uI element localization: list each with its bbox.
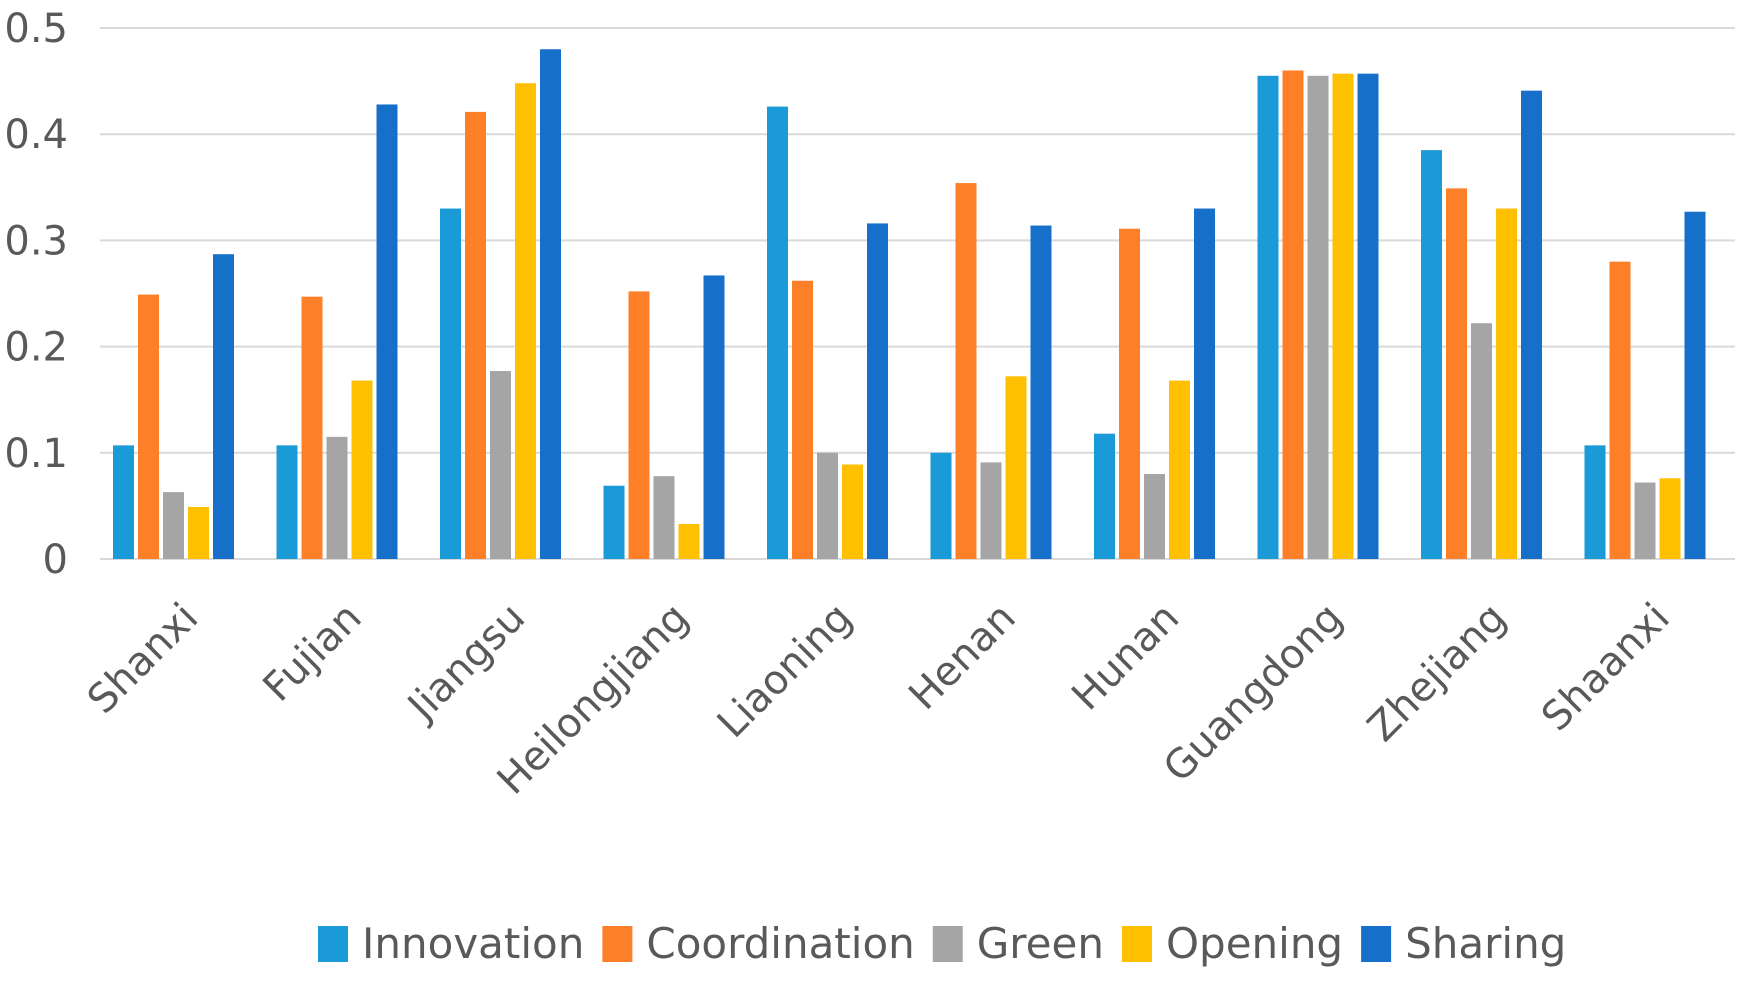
legend-label: Coordination xyxy=(646,919,914,968)
bar-green-shanxi xyxy=(163,492,184,559)
bar-coordination-shanxi xyxy=(138,294,159,559)
legend-item-sharing: Sharing xyxy=(1361,919,1566,968)
bar-coordination-henan xyxy=(955,183,977,559)
legend-item-innovation: Innovation xyxy=(318,919,584,968)
bar-opening-zhejiang xyxy=(1496,208,1517,560)
legend-swatch xyxy=(318,926,348,962)
bar-coordination-heilongjiang xyxy=(628,291,650,559)
bar-sharing-liaoning xyxy=(867,223,888,559)
bar-innovation-shaanxi xyxy=(1584,445,1606,559)
bar-innovation-jiangsu xyxy=(440,208,461,560)
bars xyxy=(113,49,1706,560)
category-label-jiangsu: Jiangsu xyxy=(397,595,534,732)
category-label-hunan: Hunan xyxy=(1063,595,1188,720)
category-label-henan: Henan xyxy=(900,595,1024,719)
legend-label: Green xyxy=(977,919,1104,968)
category-label-liaoning: Liaoning xyxy=(709,595,861,747)
bar-opening-heilongjiang xyxy=(678,523,700,559)
y-tick-label: 0 xyxy=(43,537,68,583)
bar-innovation-liaoning xyxy=(767,106,788,559)
bar-sharing-shaanxi xyxy=(1684,211,1706,559)
bar-green-liaoning xyxy=(817,452,838,559)
bar-green-hunan xyxy=(1144,474,1165,559)
category-label-fujian: Fujian xyxy=(255,595,371,711)
bar-green-shaanxi xyxy=(1634,482,1656,559)
bar-opening-hunan xyxy=(1169,380,1190,559)
bar-innovation-shanxi xyxy=(113,445,134,559)
bar-sharing-hunan xyxy=(1194,208,1215,560)
bar-coordination-liaoning xyxy=(792,280,813,559)
bar-innovation-henan xyxy=(930,452,952,559)
legend-item-opening: Opening xyxy=(1121,919,1343,968)
bar-coordination-guangdong xyxy=(1282,70,1304,559)
legend-swatch xyxy=(932,926,963,962)
bar-opening-shanxi xyxy=(188,506,209,559)
bar-sharing-shanxi xyxy=(213,254,234,559)
bar-innovation-guangdong xyxy=(1257,75,1279,559)
bar-green-zhejiang xyxy=(1471,323,1492,559)
legend-swatch xyxy=(1121,926,1152,962)
bar-coordination-shaanxi xyxy=(1609,261,1631,559)
legend-item-coordination: Coordination xyxy=(602,919,915,968)
legend: Innovation Coordination Green Opening Sharin… xyxy=(318,919,1566,968)
bar-green-fujian xyxy=(326,436,348,559)
bar-coordination-hunan xyxy=(1119,228,1140,559)
bar-sharing-henan xyxy=(1030,225,1052,560)
bar-sharing-zhejiang xyxy=(1521,90,1542,560)
bar-opening-fujian xyxy=(351,380,373,559)
y-tick-label: 0.3 xyxy=(4,218,68,264)
legend-swatch xyxy=(602,926,633,962)
legend-swatch xyxy=(1361,926,1392,962)
bar-sharing-guangdong xyxy=(1357,73,1379,559)
category-label-shanxi: Shanxi xyxy=(79,595,207,723)
legend-label: Sharing xyxy=(1405,919,1566,968)
bar-opening-guangdong xyxy=(1332,73,1354,559)
bar-opening-henan xyxy=(1005,376,1027,559)
bar-coordination-fujian xyxy=(301,296,323,559)
bar-innovation-hunan xyxy=(1094,433,1115,559)
bar-green-jiangsu xyxy=(490,371,511,559)
bar-sharing-jiangsu xyxy=(540,49,561,560)
bar-sharing-fujian xyxy=(376,104,398,560)
bar-innovation-heilongjiang xyxy=(603,485,625,559)
y-tick-label: 0.2 xyxy=(4,325,68,371)
bar-green-guangdong xyxy=(1307,75,1329,559)
bar-green-heilongjiang xyxy=(653,476,675,559)
y-tick-label: 0.5 xyxy=(4,6,68,52)
y-tick-label: 0.4 xyxy=(4,112,68,158)
legend-item-green: Green xyxy=(932,919,1104,968)
legend-label: Opening xyxy=(1166,919,1343,968)
bar-green-henan xyxy=(980,462,1002,559)
bar-sharing-heilongjiang xyxy=(703,275,725,559)
bar-innovation-fujian xyxy=(276,445,298,559)
y-axis-tick-labels: 0 0.1 0.2 0.3 0.4 0.5 xyxy=(4,6,68,583)
bar-coordination-zhejiang xyxy=(1446,188,1467,559)
bar-opening-shaanxi xyxy=(1659,478,1681,559)
category-label-zhejiang: Zhejiang xyxy=(1359,595,1515,751)
bar-opening-jiangsu xyxy=(515,83,536,559)
bar-innovation-zhejiang xyxy=(1421,150,1442,559)
legend-label: Innovation xyxy=(362,919,584,968)
y-tick-label: 0.1 xyxy=(4,431,68,477)
bar-coordination-jiangsu xyxy=(465,111,486,559)
category-label-shaanxi: Shaanxi xyxy=(1533,595,1679,741)
bar-opening-liaoning xyxy=(842,464,863,559)
